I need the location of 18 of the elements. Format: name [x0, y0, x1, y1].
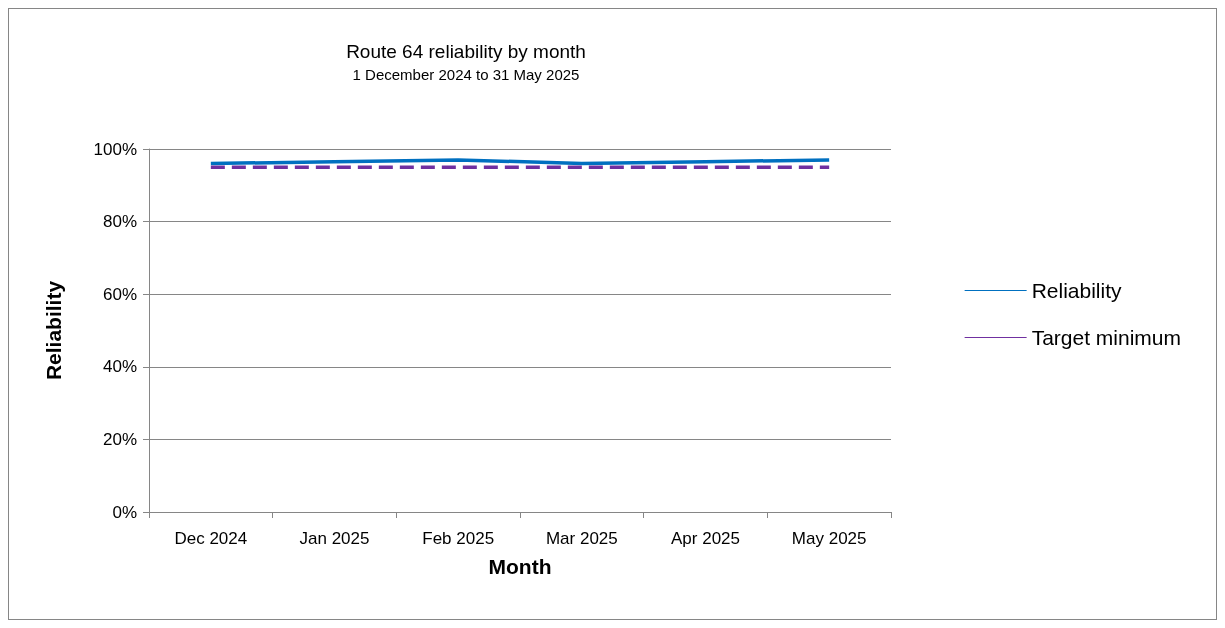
y-tick-label: 40% — [102, 357, 137, 377]
legend-label: Reliability — [1031, 279, 1122, 302]
y-tick-label: 60% — [102, 284, 137, 304]
x-tick-label: Apr 2025 — [671, 529, 740, 548]
y-tick-label: 0% — [112, 502, 137, 522]
y-tick-label: 100% — [93, 139, 137, 159]
y-tick-label: 20% — [102, 429, 137, 449]
chart-subtitle: 1 December 2024 to 31 May 2025 — [352, 66, 580, 83]
x-tick-label: May 2025 — [791, 529, 867, 548]
x-tick-label: Feb 2025 — [422, 529, 495, 548]
chart-title: Route 64 reliability by month — [346, 41, 586, 62]
y-axis-title: Reliability — [42, 280, 65, 381]
legend-label: Target minimum — [1031, 326, 1182, 349]
y-tick-label: 80% — [102, 212, 137, 232]
x-tick-label: Jan 2025 — [299, 529, 370, 548]
x-axis-title: Month — [488, 555, 552, 578]
x-tick-label: Mar 2025 — [545, 529, 618, 548]
x-tick-label: Dec 2024 — [174, 529, 248, 548]
